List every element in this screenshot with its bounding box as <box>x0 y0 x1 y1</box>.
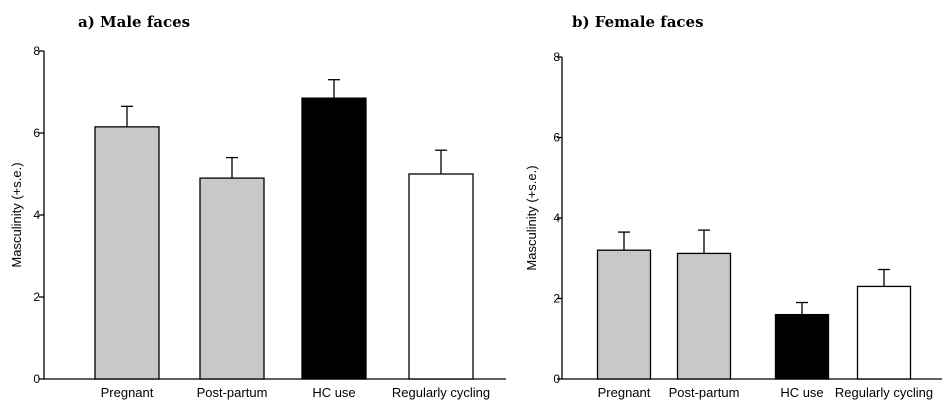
bar-regularly-cycling <box>856 285 912 380</box>
y-tick-label: 4 <box>33 208 40 222</box>
chart-panel-male-faces: a) Male faces Masculinity (+s.e.) 0 2 4 6 8 P… <box>9 13 506 400</box>
chart-title: b) Female faces <box>572 13 704 31</box>
y-tick-label: 6 <box>553 131 560 145</box>
y-tick-label: 4 <box>553 211 560 225</box>
y-tick-label: 0 <box>553 372 560 386</box>
bar-pregnant <box>596 249 652 380</box>
y-tick-label: 8 <box>33 44 40 58</box>
bar-post-partum <box>676 252 732 380</box>
chart-panel-female-faces: b) Female faces Masculinity (+s.e.) 0 2 4 6… <box>524 13 942 400</box>
x-tick-label: HC use <box>780 385 823 400</box>
bar-post-partum <box>199 177 265 380</box>
y-tick-label: 8 <box>553 50 560 64</box>
y-tick-label: 2 <box>33 290 40 304</box>
x-tick-label: Pregnant <box>101 385 154 400</box>
bar-hc-use <box>774 313 830 380</box>
x-tick-label: Pregnant <box>598 385 651 400</box>
x-tick-label: Regularly cycling <box>835 385 933 400</box>
x-tick-label: HC use <box>312 385 355 400</box>
y-axis-label: Masculinity (+s.e.) <box>524 165 539 270</box>
y-tick-label: 6 <box>33 126 40 140</box>
chart-title: a) Male faces <box>78 13 190 31</box>
x-tick-label: Post-partum <box>669 385 740 400</box>
bar-pregnant <box>94 126 160 380</box>
y-axis-label: Masculinity (+s.e.) <box>9 162 24 267</box>
bar-hc-use <box>301 97 367 380</box>
bar-regularly-cycling <box>408 173 474 380</box>
y-tick-label: 0 <box>33 372 40 386</box>
x-tick-label: Regularly cycling <box>392 385 490 400</box>
y-tick-label: 2 <box>553 292 560 306</box>
x-tick-label: Post-partum <box>197 385 268 400</box>
